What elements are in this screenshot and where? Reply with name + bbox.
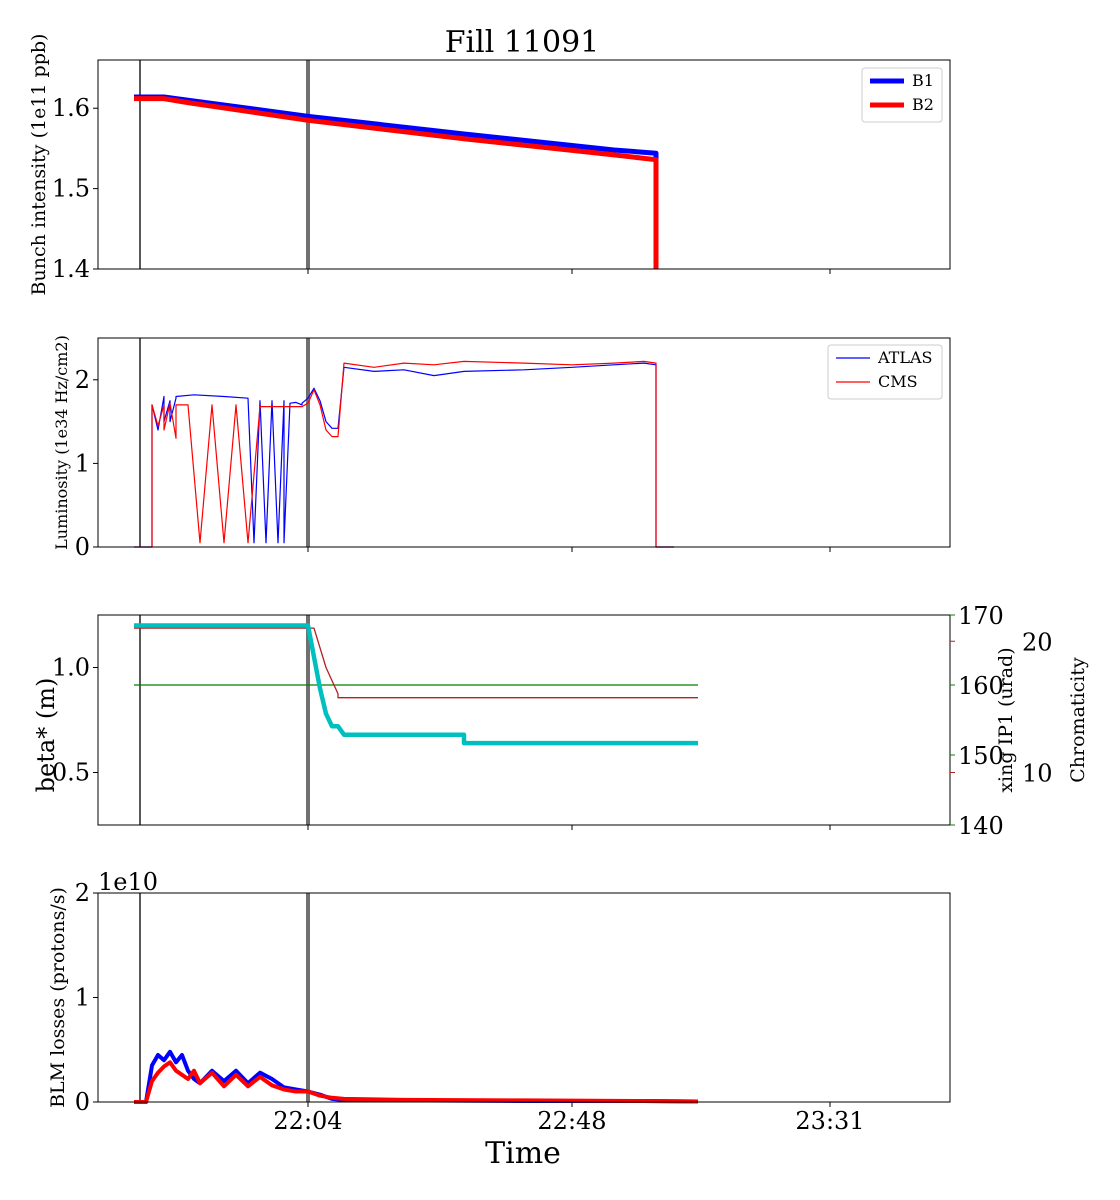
x-tick-label: 22:48 [537, 1107, 606, 1135]
y-tick-label: 1 [75, 984, 90, 1012]
y-tick-label: 2 [75, 366, 90, 394]
x-axis-label: Time [485, 1136, 561, 1171]
figure-title: Fill 11091 [445, 25, 600, 60]
series-atlas-line [134, 362, 674, 548]
y-tick-label: 1.5 [52, 175, 90, 203]
optics-axes [97, 614, 951, 826]
xing-axis-tick-label: 160 [958, 672, 1004, 700]
luminosity-legend-label: CMS [878, 372, 918, 391]
y-tick-label: 1.6 [52, 94, 90, 122]
x-tick-label: 22:04 [273, 1107, 342, 1135]
luminosity-y-label: Luminosity (1e34 Hz/cm2) [52, 335, 71, 550]
y-tick-label: 1.0 [52, 654, 90, 682]
y-tick-label: 0.5 [52, 759, 90, 787]
beta-y-label: beta* (m) [32, 678, 60, 793]
losses-y-label: BLM losses (protons/s) [47, 887, 69, 1108]
series-b2-line [134, 96, 659, 269]
intensity-legend-label: B1 [912, 71, 934, 90]
data-layer [134, 60, 699, 1104]
series-cms-line [134, 360, 674, 548]
losses-offset-text: 1e10 [98, 868, 158, 896]
xing-axis-tick-label: 170 [958, 602, 1004, 630]
luminosity-axes [97, 337, 951, 548]
intensity-axes [97, 59, 951, 270]
chromaticity-y-label: Chromaticity [1067, 657, 1089, 783]
xing-axis-tick-label: 150 [958, 742, 1004, 770]
series-blm-b2-line [134, 1060, 699, 1104]
chromaticity-axis-tick-label: 10 [1022, 760, 1053, 788]
y-tick-label: 1 [75, 449, 90, 477]
chromaticity-axis-tick-label: 20 [1022, 628, 1053, 656]
y-tick-label: 0 [75, 533, 90, 561]
xing-axis-tick-label: 140 [958, 812, 1004, 840]
intensity-y-label: Bunch intensity (1e11 ppb) [28, 34, 50, 296]
series-beta-line [134, 623, 698, 746]
xing-y-label: xing IP1 (urad) [995, 647, 1017, 792]
y-tick-label: 2 [75, 879, 90, 907]
intensity-legend-label: B2 [912, 95, 934, 114]
luminosity-legend-label: ATLAS [877, 348, 933, 367]
y-tick-label: 0 [75, 1088, 90, 1116]
x-tick-label: 23:31 [795, 1107, 864, 1135]
y-tick-label: 1.4 [52, 255, 90, 283]
